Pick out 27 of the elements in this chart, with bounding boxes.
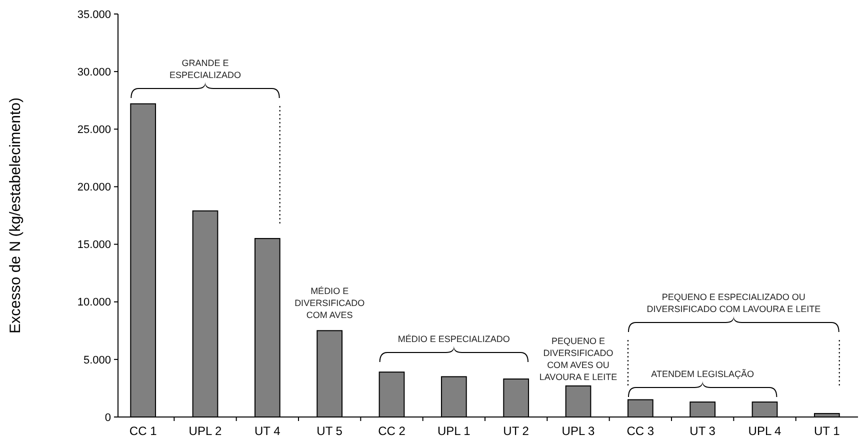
x-tick-label: UT 1 (814, 424, 840, 438)
annotation: PEQUENO E ESPECIALIZADO OU DIVERSIFICADO COM LAVOURA E LEITE (646, 292, 821, 314)
x-tick-label: UT 3 (690, 424, 716, 438)
x-tick-label: UT 2 (503, 424, 530, 438)
x-tick-label: UPL 4 (748, 424, 782, 438)
y-tick-label: 10.000 (77, 296, 111, 309)
y-axis-title: Excesso de N (kg/estabelecimento) (7, 98, 24, 334)
x-tick-label: UPL 1 (437, 424, 471, 438)
annotation: PEQUENO E DIVERSIFICADO COM AVES OU LAVOURA E LEITE (539, 336, 618, 382)
x-tick-label: CC 3 (626, 424, 654, 438)
x-tick-label: UPL 3 (562, 424, 596, 438)
x-tick-label: UT 4 (254, 424, 281, 438)
y-tick-label: 0 (104, 412, 111, 424)
y-tick-label: 20.000 (77, 182, 111, 194)
y-tick-label: 25.000 (77, 124, 111, 136)
annotation: ATENDEM LEGISLAÇÃO (651, 369, 754, 379)
x-tick-label: UPL 2 (188, 424, 222, 438)
y-tick-label: 5.000 (83, 354, 111, 366)
y-tick-label: 15.000 (77, 239, 111, 252)
x-tick-label: UT 5 (316, 424, 343, 438)
annotation: MÉDIO E ESPECIALIZADO (398, 334, 510, 344)
y-tick-label: 30.000 (77, 66, 111, 78)
x-tick-label: CC 1 (129, 424, 158, 438)
annotation: MÉDIO E DIVERSIFICADO COM AVES (294, 286, 365, 320)
x-tick-label: CC 2 (378, 424, 406, 438)
annotation: GRANDE E ESPECIALIZADO (169, 58, 242, 80)
y-tick-label: 35.000 (77, 8, 111, 21)
